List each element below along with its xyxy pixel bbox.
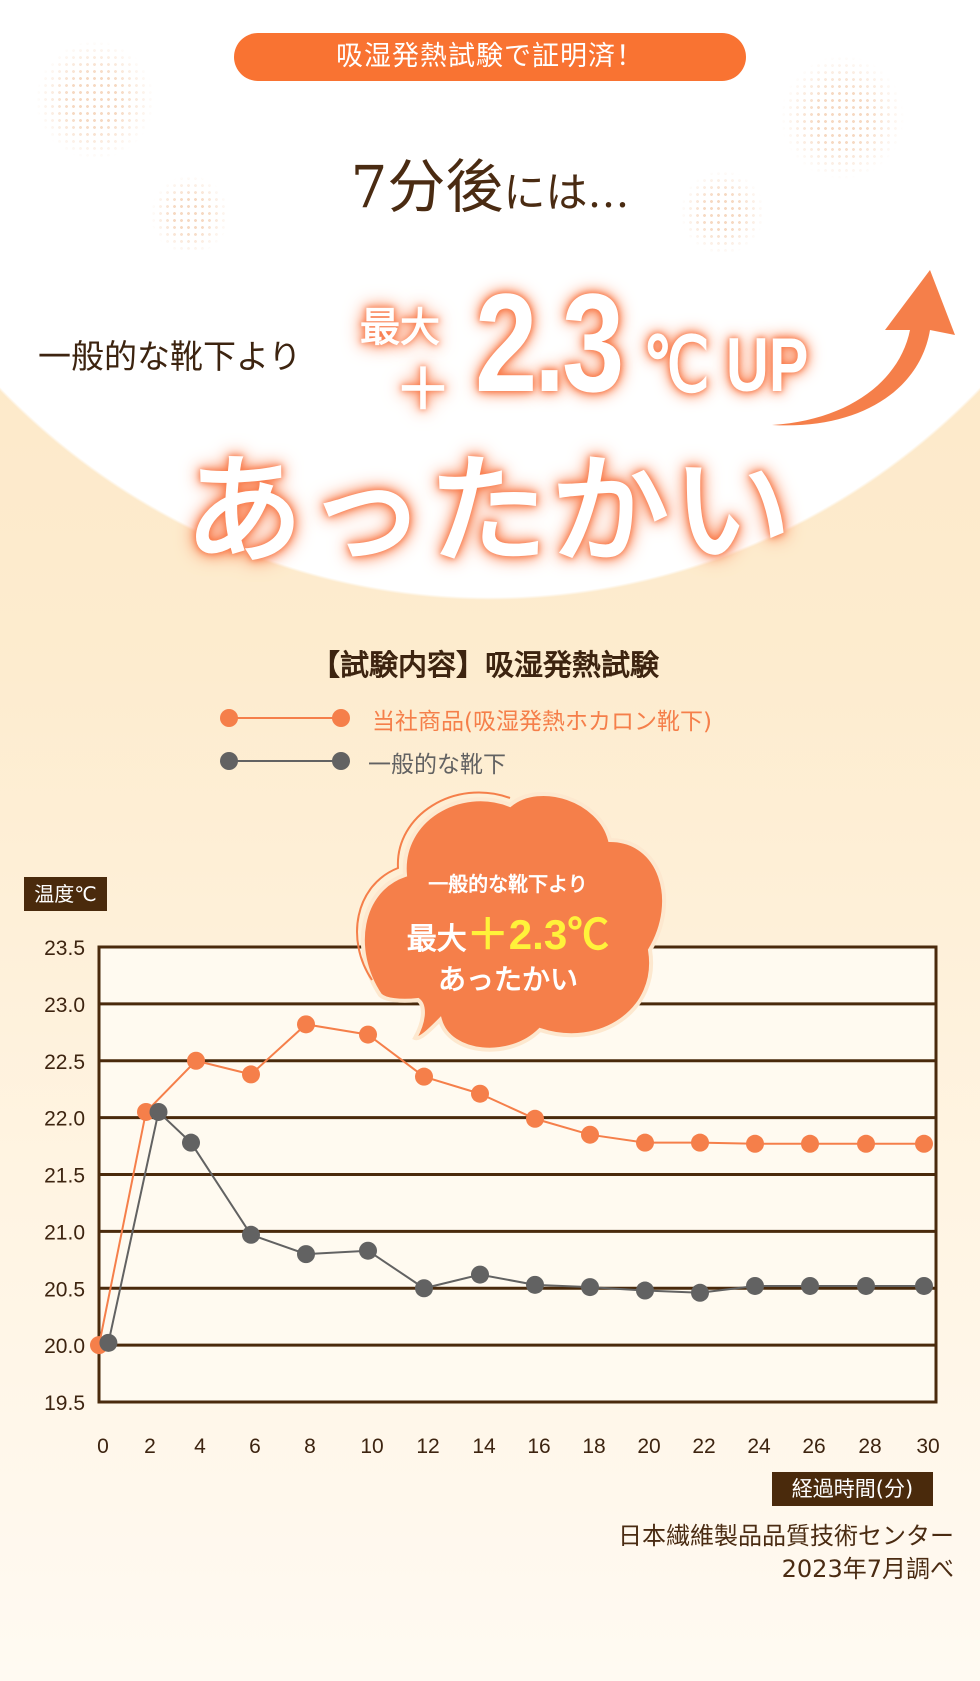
- data-point: [636, 1281, 654, 1300]
- data-point: [581, 1125, 599, 1144]
- data-point: [242, 1225, 260, 1244]
- data-point: [137, 1102, 155, 1121]
- bubble-max: 最大: [406, 922, 467, 957]
- data-point: [915, 1134, 933, 1153]
- dot-pattern-decoration: [35, 40, 155, 160]
- data-point: [187, 1051, 205, 1070]
- speech-bubble-cloud: [356, 791, 666, 1052]
- data-point: [857, 1276, 875, 1295]
- chart-title: 【試験内容】吸湿発熱試験: [310, 648, 659, 682]
- y-tick-label: 23.5: [44, 937, 85, 960]
- x-tick-label: 26: [802, 1435, 825, 1458]
- data-point: [242, 1065, 260, 1084]
- y-tick-label: 20.0: [44, 1335, 85, 1358]
- data-point: [636, 1133, 654, 1152]
- after-minutes-heading: 7分後には…: [0, 140, 980, 224]
- x-tick-label: 30: [916, 1435, 939, 1458]
- data-point: [182, 1133, 200, 1152]
- dot-pattern-decoration: [150, 175, 230, 255]
- y-tick-label: 21.0: [44, 1221, 85, 1244]
- source-note: 日本繊維製品品質技術センター 2023年7月調べ: [618, 1520, 954, 1586]
- data-point: [297, 1015, 315, 1034]
- x-tick-label: 28: [858, 1435, 881, 1458]
- data-point: [471, 1084, 489, 1103]
- series-line-1: [107, 1109, 924, 1344]
- data-point: [99, 1333, 118, 1352]
- x-tick-label: 6: [249, 1435, 261, 1458]
- x-tick-label: 18: [582, 1435, 605, 1458]
- survey-date: 2023年7月調べ: [781, 1555, 954, 1583]
- x-tick-label: 20: [637, 1435, 660, 1458]
- x-tick-label: 16: [527, 1435, 550, 1458]
- up-arrow-icon: [772, 270, 955, 426]
- x-tick-label: 2: [144, 1435, 156, 1458]
- x-tick-label: 24: [747, 1435, 771, 1458]
- data-point: [359, 1241, 377, 1260]
- y-tick-label: 20.5: [44, 1278, 85, 1301]
- data-point: [526, 1109, 544, 1128]
- x-tick-label: 10: [360, 1435, 383, 1458]
- y-tick-label: 21.5: [44, 1165, 85, 1188]
- dot-pattern-decoration: [780, 55, 905, 180]
- speech-bubble-text: 一般的な靴下より 最大＋2.3℃ あったかい: [354, 868, 662, 998]
- series-line-0: [98, 1023, 924, 1346]
- data-point: [801, 1134, 819, 1153]
- bubble-line3: あったかい: [437, 963, 578, 996]
- plus-sign: ＋: [395, 358, 451, 423]
- compare-text: 一般的な靴下より: [38, 337, 302, 376]
- proven-badge: 吸湿発熱試験で証明済！: [234, 33, 746, 81]
- data-point: [746, 1276, 764, 1295]
- legend-label: 当社商品(吸湿発熱ホカロン靴下): [372, 709, 712, 735]
- data-point: [857, 1134, 875, 1153]
- data-point: [149, 1102, 168, 1121]
- data-point: [581, 1278, 599, 1297]
- y-tick-label: 22.5: [44, 1051, 85, 1074]
- y-tick-label: 22.0: [44, 1108, 85, 1131]
- after-suffix-text: には…: [503, 168, 630, 217]
- after-main-text: 7分後: [350, 153, 504, 221]
- x-tick-label: 12: [416, 1435, 439, 1458]
- bubble-value: ＋2.3℃: [466, 911, 610, 958]
- bubble-line1: 一般的な靴下より: [428, 872, 588, 896]
- y-axis-label: 温度℃: [24, 877, 107, 911]
- data-point: [801, 1276, 819, 1295]
- data-point: [746, 1134, 764, 1153]
- unit-up: ℃ UP: [643, 323, 809, 408]
- temperature-chart: 23.523.022.522.021.521.020.520.019.50 2 4 6…: [44, 791, 940, 1458]
- data-point: [691, 1283, 709, 1302]
- data-point: [471, 1265, 489, 1284]
- data-point: [297, 1245, 315, 1264]
- x-tick-label: 8: [304, 1435, 316, 1458]
- y-tick-label: 19.5: [44, 1392, 85, 1415]
- data-point: [915, 1276, 933, 1295]
- x-tick-label: 4: [194, 1435, 206, 1458]
- data-point: [415, 1067, 433, 1086]
- data-point: [359, 1025, 377, 1044]
- legend-label: 一般的な靴下: [368, 752, 506, 778]
- data-point: [691, 1133, 709, 1152]
- x-axis-label: 経過時間(分): [772, 1472, 933, 1506]
- headline-value: 2.3: [475, 264, 624, 421]
- x-tick-label: 0: [97, 1435, 109, 1458]
- x-tick-label: 14: [472, 1435, 496, 1458]
- y-tick-label: 23.0: [44, 994, 85, 1017]
- data-point: [415, 1279, 433, 1298]
- x-tick-label: 22: [692, 1435, 715, 1458]
- dot-pattern-decoration: [680, 170, 765, 255]
- warm-headline: あったかい: [184, 441, 795, 580]
- data-point: [526, 1275, 544, 1294]
- max-label: 最大: [360, 305, 440, 351]
- source-organization: 日本繊維製品品質技術センター: [618, 1522, 954, 1550]
